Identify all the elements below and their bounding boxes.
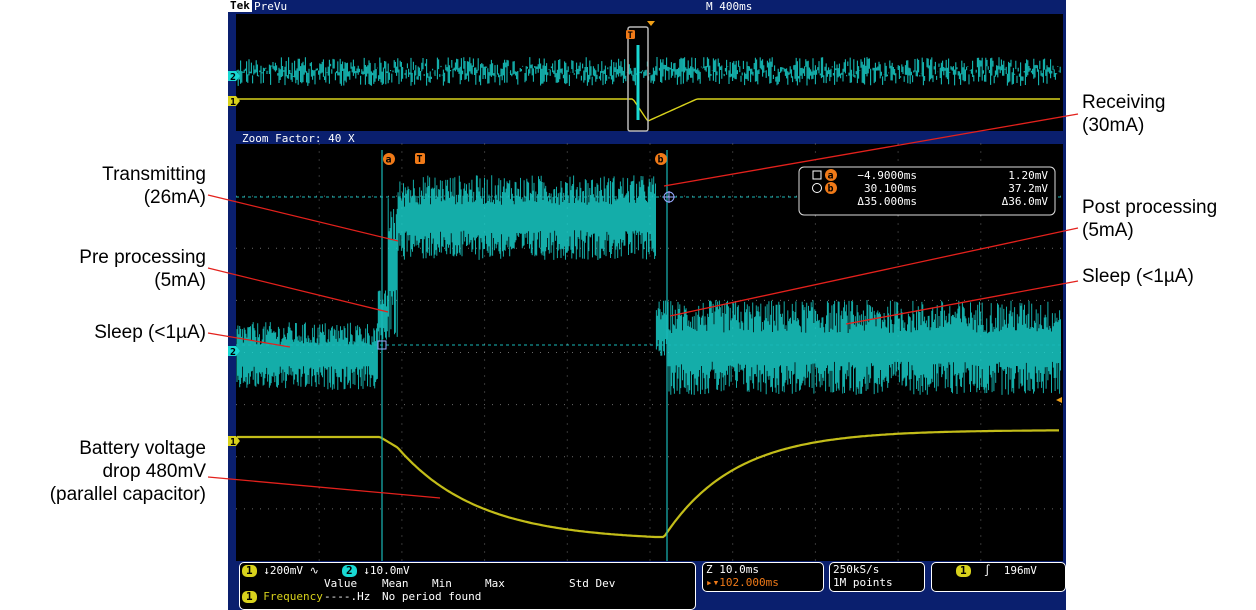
annotation-sleep-right: Sleep (<1µA) — [1082, 266, 1194, 287]
zoom-time-panel[interactable] — [702, 562, 824, 592]
ch2-scale[interactable]: 2 ↓10.0mV — [342, 565, 410, 577]
trigger-position: ▸▾102.000ms — [706, 576, 779, 589]
record-length: 1M points — [833, 576, 893, 589]
ch1-scale-value: ↓200mV ∿ — [263, 564, 319, 577]
readout-b-badge-label: b — [828, 184, 834, 195]
readout-a-value: 1.20mV — [1008, 169, 1048, 182]
meas-note: No period found — [382, 590, 482, 603]
prevu-ch1-marker-label: 1 — [230, 97, 236, 108]
meas-header-max: Max — [485, 577, 505, 590]
oscilloscope-screen: Tek PreVu M 400ms Zoom Factor: 40 X 1 ↓2… — [228, 0, 1066, 610]
annotation-battery-voltage: Battery voltage drop 480mV (parallel cap… — [49, 438, 206, 505]
annotation-sleep-left: Sleep (<1µA) — [94, 322, 206, 343]
prevu-plot-area — [236, 14, 1063, 131]
trigger-slope-icon: ∫ — [983, 564, 991, 577]
prevu-ch2-trace — [236, 57, 1061, 86]
prevu-ch2-marker-label: 2 — [230, 72, 236, 83]
ch2-scale-value: ↓10.0mV — [363, 564, 410, 577]
meas-name: Frequency — [263, 590, 323, 603]
meas-value: ----.Hz — [324, 590, 371, 603]
meas-header-min: Min — [432, 577, 452, 590]
trigger-readout: 1 ∫ 196mV — [956, 565, 1037, 577]
prevu-ch1-trace — [238, 98, 1060, 122]
meas-ch1-badge: 1 — [242, 591, 257, 603]
annotation-pre-processing: Pre processing (5mA) — [79, 247, 206, 291]
prevu-trigger-badge — [626, 30, 635, 39]
meas-header-mean: Mean — [382, 577, 409, 590]
zoom-time: Z 10.0ms — [706, 563, 759, 576]
trigger-ch-badge: 1 — [956, 565, 971, 577]
zoom-factor-label: Zoom Factor: 40 X — [242, 132, 355, 145]
trigger-badge-label: T — [417, 154, 423, 165]
brand-logo: Tek — [228, 0, 252, 12]
ch2-badge: 2 — [342, 565, 357, 577]
prevu-trigger-label: T — [628, 31, 634, 41]
prevu-ch1-marker — [228, 96, 240, 106]
zoom-ch1-trace — [237, 429, 1059, 539]
cursor-a-badge — [383, 153, 395, 165]
zoom-ch1-marker-label: 1 — [230, 437, 236, 448]
cursor-a-square — [377, 340, 387, 350]
readout-delta-value: Δ36.0mV — [1002, 195, 1049, 208]
annotation-transmitting: Transmitting (26mA) — [102, 164, 206, 208]
readout-a-badge-label: a — [828, 171, 834, 182]
timebase-label: M 400ms — [706, 0, 753, 13]
readout-delta-time: Δ35.000ms — [857, 195, 917, 208]
zoom-ch1-marker — [228, 436, 240, 446]
trigger-badge — [415, 153, 425, 164]
meas-header-std-dev: Std Dev — [569, 577, 616, 590]
ch1-scale[interactable]: 1 ↓200mV ∿ — [242, 565, 319, 577]
measurement-panel — [239, 562, 696, 610]
acquisition-panel[interactable] — [829, 562, 925, 592]
ch1-badge: 1 — [242, 565, 257, 577]
prevu-zoom-window — [627, 26, 649, 132]
mode-label: PreVu — [254, 0, 288, 13]
sample-rate: 250kS/s — [833, 563, 880, 576]
trigger-level: 196mV — [1003, 564, 1037, 577]
zoom-ch2-marker-label: 2 — [230, 347, 236, 358]
cursor-b-badge-label: b — [658, 155, 664, 166]
prevu-trigger-arrow — [647, 21, 655, 26]
readout-b-value: 37.2mV — [1008, 182, 1048, 195]
readout-a-time: −4.9000ms — [857, 169, 917, 182]
meas-header-value: Value — [324, 577, 358, 590]
zoom-ch2-trace — [236, 175, 1061, 395]
annotation-receiving: Receiving (30mA) — [1082, 92, 1166, 136]
readout-b-time: 30.100ms — [864, 182, 917, 195]
meas-row-frequency[interactable]: 1 Frequency — [242, 591, 323, 603]
trigger-level-arrow — [1056, 397, 1062, 403]
prevu-ch2-marker — [228, 71, 240, 81]
annotation-post-processing: Post processing (5mA) — [1082, 197, 1218, 241]
cursor-a-badge-label: a — [386, 155, 392, 166]
trigger-panel[interactable] — [931, 562, 1066, 592]
